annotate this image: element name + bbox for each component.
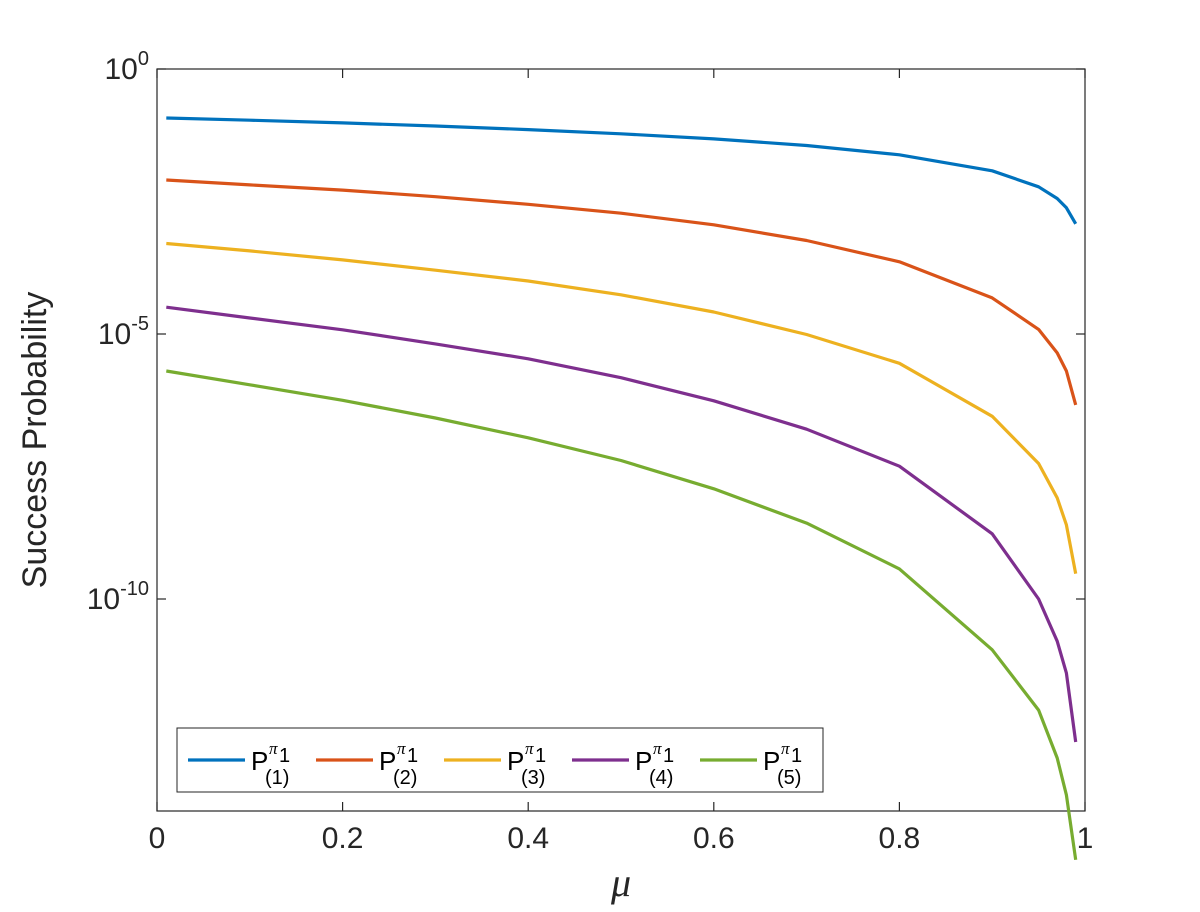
legend-index-1: (1) bbox=[265, 767, 289, 789]
legend-sub-3: 1 bbox=[535, 745, 546, 767]
series-line-3 bbox=[166, 241, 1078, 574]
y-axis-label: Success Probability bbox=[16, 292, 54, 589]
x-tick-label: 0.8 bbox=[879, 822, 921, 855]
legend-index-4: (4) bbox=[649, 767, 673, 789]
y-tick-labels: 100 10-5 10-10 bbox=[87, 48, 149, 616]
series-line-1 bbox=[166, 116, 1078, 225]
axes-background bbox=[156, 68, 1086, 812]
x-axis-label: μ bbox=[610, 860, 631, 905]
x-tick-labels: 0 0.2 0.4 0.6 0.8 1 bbox=[149, 822, 1094, 855]
legend-index-2: (2) bbox=[393, 767, 417, 789]
series-line-2 bbox=[166, 178, 1078, 406]
series-lines bbox=[166, 116, 1078, 861]
x-tick-label: 0 bbox=[149, 822, 166, 855]
x-tick-label: 1 bbox=[1077, 822, 1094, 855]
y-tick-label: 100 bbox=[105, 48, 150, 86]
legend-sub-1: 1 bbox=[279, 745, 290, 767]
legend-sup-3: π bbox=[525, 739, 534, 758]
legend-sup-2: π bbox=[397, 739, 406, 758]
legend-label-4: P bbox=[635, 746, 652, 776]
y-tick-label: 10-10 bbox=[87, 578, 149, 616]
legend-label-2: P bbox=[379, 746, 396, 776]
series-line-4 bbox=[166, 305, 1078, 743]
legend-sub-4: 1 bbox=[663, 745, 674, 767]
legend-sub-2: 1 bbox=[407, 745, 418, 767]
legend-label-1: P bbox=[251, 746, 268, 776]
y-tick-label: 10-5 bbox=[98, 313, 149, 351]
x-tick-label: 0.6 bbox=[693, 822, 735, 855]
legend-sup-4: π bbox=[653, 739, 662, 758]
x-tick-label: 0.2 bbox=[322, 822, 364, 855]
x-tick-label: 0.4 bbox=[507, 822, 549, 855]
legend-index-5: (5) bbox=[777, 767, 801, 789]
legend-sub-5: 1 bbox=[791, 745, 802, 767]
legend-sup-1: π bbox=[269, 739, 278, 758]
tick-marks bbox=[156, 68, 1086, 811]
legend-label-5: P bbox=[763, 746, 780, 776]
legend-sup-5: π bbox=[781, 739, 790, 758]
legend-label-3: P bbox=[507, 746, 524, 776]
series-line-5 bbox=[166, 369, 1078, 861]
legend-index-3: (3) bbox=[521, 767, 545, 789]
